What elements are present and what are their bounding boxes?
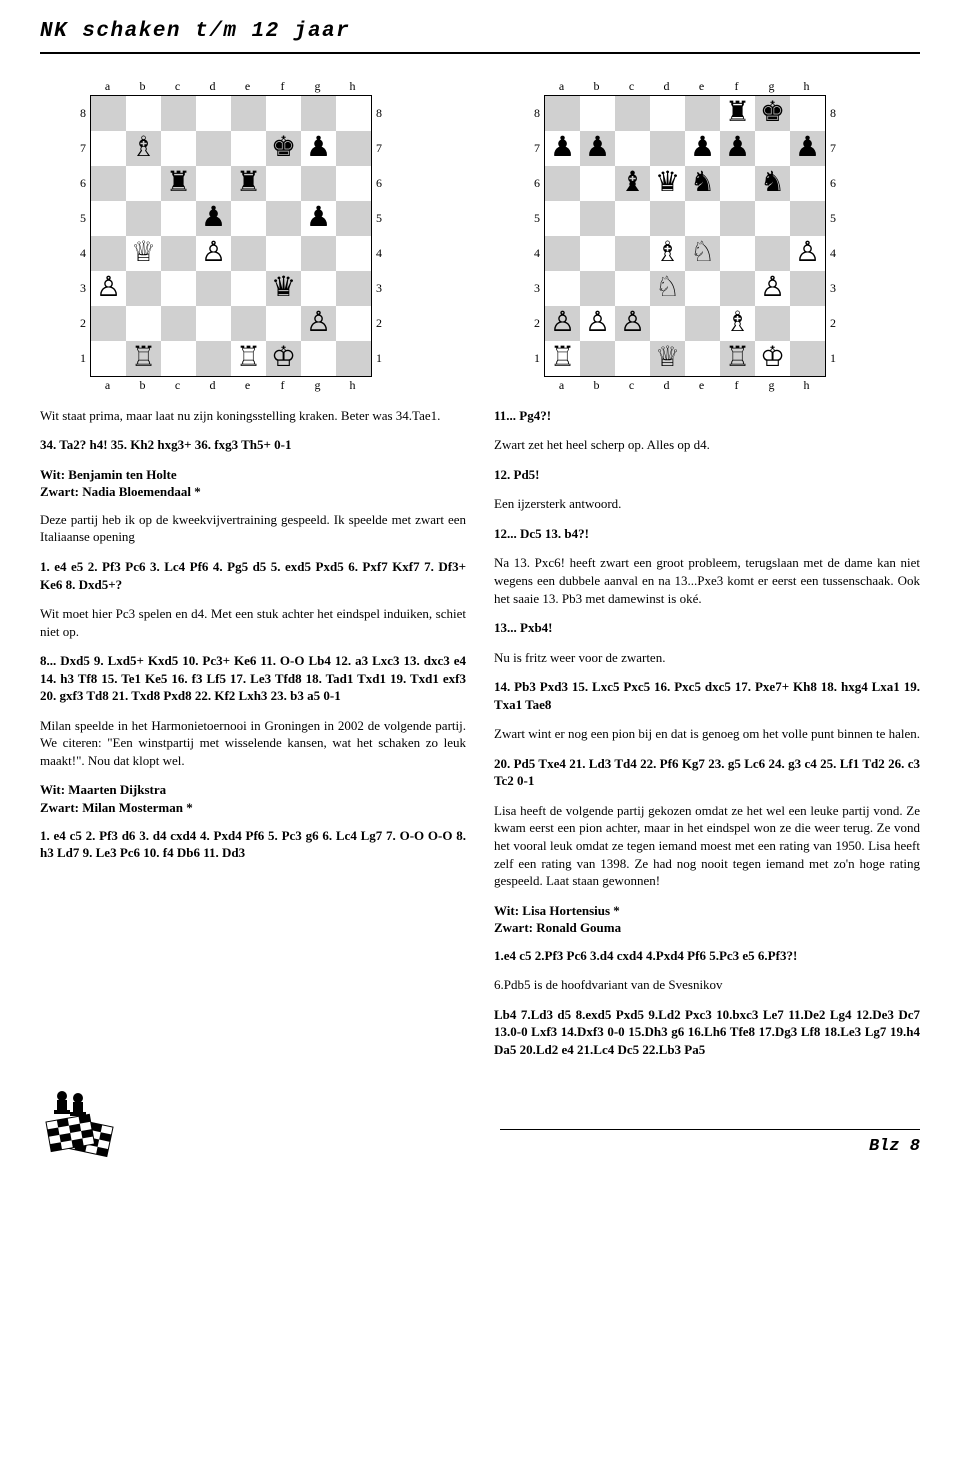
chess-diagram-1: abcdefgh 87654321 ♗♚♟♜♜♟♟♕♙♙♛♙♖♖♔ 876543…	[76, 78, 386, 392]
move-sequence: 34. Ta2? h4! 35. Kh2 hxg3+ 36. fxg3 Th5+…	[40, 436, 466, 454]
commentary: 6.Pdb5 is de hoofdvariant van de Svesnik…	[494, 976, 920, 994]
files-top: abcdefgh	[530, 78, 840, 94]
ranks-left: 87654321	[530, 96, 544, 376]
right-column: abcdefgh 87654321 ♜♚♟♟♟♟♟♝♛♞♞♗♘♙♘♙♙♙♙♗♖♕…	[494, 78, 920, 1070]
white-player: Wit: Lisa Hortensius *	[494, 902, 920, 920]
ranks-right: 87654321	[826, 96, 840, 376]
game-header-2: Wit: Maarten Dijkstra Zwart: Milan Moste…	[40, 781, 466, 816]
black-player: Zwart: Ronald Gouma	[494, 919, 920, 937]
page-title: NK schaken t/m 12 jaar	[40, 18, 920, 54]
files-top: abcdefgh	[76, 78, 386, 94]
board-1: ♗♚♟♜♜♟♟♕♙♙♛♙♖♖♔	[90, 95, 372, 377]
game-header-3: Wit: Lisa Hortensius * Zwart: Ronald Gou…	[494, 902, 920, 937]
move-sequence: 20. Pd5 Txe4 21. Ld3 Td4 22. Pf6 Kg7 23.…	[494, 755, 920, 790]
files-bottom: abcdefgh	[530, 377, 840, 393]
move-sequence: 12... Dc5 13. b4?!	[494, 525, 920, 543]
commentary: Zwart wint er nog een pion bij en dat is…	[494, 725, 920, 743]
move-sequence: 1. e4 e5 2. Pf3 Pc6 3. Lc4 Pf6 4. Pg5 d5…	[40, 558, 466, 593]
white-player: Wit: Maarten Dijkstra	[40, 781, 466, 799]
commentary: Lisa heeft de volgende partij gekozen om…	[494, 802, 920, 890]
commentary: Wit staat prima, maar laat nu zijn konin…	[40, 407, 466, 425]
files-bottom: abcdefgh	[76, 377, 386, 393]
ranks-right: 87654321	[372, 96, 386, 376]
game-header-1: Wit: Benjamin ten Holte Zwart: Nadia Blo…	[40, 466, 466, 501]
ranks-left: 87654321	[76, 96, 90, 376]
white-player: Wit: Benjamin ten Holte	[40, 466, 466, 484]
page-number: Blz 8	[500, 1136, 920, 1159]
commentary: Nu is fritz weer voor de zwarten.	[494, 649, 920, 667]
chess-diagram-2: abcdefgh 87654321 ♜♚♟♟♟♟♟♝♛♞♞♗♘♙♘♙♙♙♙♗♖♕…	[530, 78, 840, 392]
move-sequence: 1. e4 c5 2. Pf3 d6 3. d4 cxd4 4. Pxd4 Pf…	[40, 827, 466, 862]
commentary: Deze partij heb ik op de kweekvijvertrai…	[40, 511, 466, 546]
move-sequence: 13... Pxb4!	[494, 619, 920, 637]
chess-logo-icon	[40, 1088, 130, 1158]
left-column: abcdefgh 87654321 ♗♚♟♜♜♟♟♕♙♙♛♙♖♖♔ 876543…	[40, 78, 466, 1070]
commentary: Milan speelde in het Harmonietoernooi in…	[40, 717, 466, 770]
footer-rule	[500, 1129, 920, 1130]
black-player: Zwart: Nadia Bloemendaal *	[40, 483, 466, 501]
move-sequence: 8... Dxd5 9. Lxd5+ Kxd5 10. Pc3+ Ke6 11.…	[40, 652, 466, 705]
move-sequence: 14. Pb3 Pxd3 15. Lxc5 Pxc5 16. Pxc5 dxc5…	[494, 678, 920, 713]
commentary: Na 13. Pxc6! heeft zwart een groot probl…	[494, 554, 920, 607]
move-sequence: Lb4 7.Ld3 d5 8.exd5 Pxd5 9.Ld2 Pxc3 10.b…	[494, 1006, 920, 1059]
black-player: Zwart: Milan Mosterman *	[40, 799, 466, 817]
move-sequence: 12. Pd5!	[494, 466, 920, 484]
move-sequence: 11... Pg4?!	[494, 407, 920, 425]
commentary: Wit moet hier Pc3 spelen en d4. Met een …	[40, 605, 466, 640]
commentary: Zwart zet het heel scherp op. Alles op d…	[494, 436, 920, 454]
commentary: Een ijzersterk antwoord.	[494, 495, 920, 513]
move-sequence: 1.e4 c5 2.Pf3 Pc6 3.d4 cxd4 4.Pxd4 Pf6 5…	[494, 947, 920, 965]
board-2: ♜♚♟♟♟♟♟♝♛♞♞♗♘♙♘♙♙♙♙♗♖♕♖♔	[544, 95, 826, 377]
